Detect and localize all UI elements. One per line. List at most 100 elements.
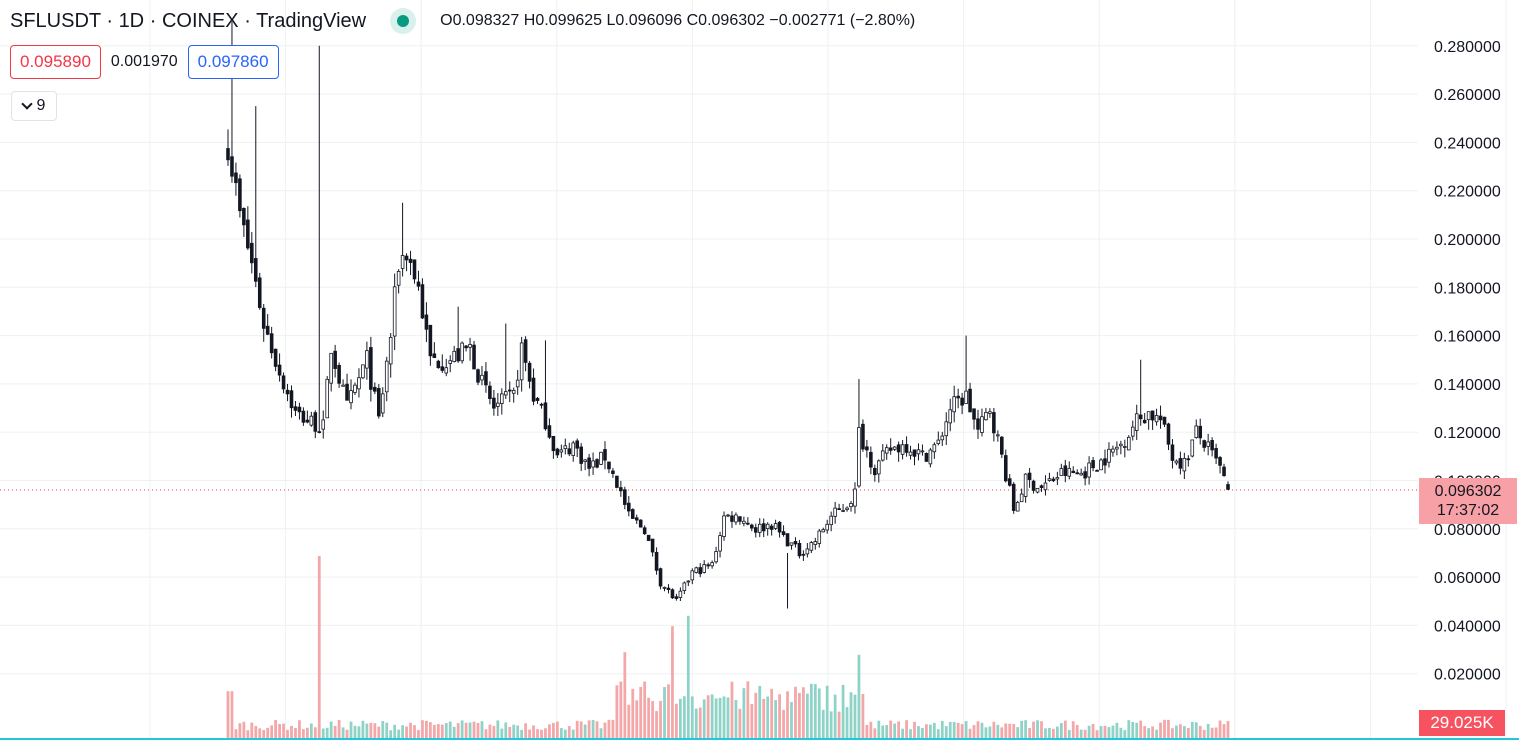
candle — [571, 440, 576, 462]
candle — [1170, 439, 1175, 469]
volume-bar — [925, 724, 928, 738]
candle-body — [940, 435, 945, 441]
candle-body — [1198, 425, 1203, 439]
candle — [718, 531, 722, 558]
candle — [273, 348, 278, 372]
candle — [404, 253, 409, 272]
candle-body — [297, 406, 302, 413]
candle — [1130, 420, 1135, 441]
candle-body — [384, 360, 389, 393]
volume-bar — [1103, 725, 1107, 738]
volume-bar — [313, 727, 317, 738]
symbol-title[interactable]: SFLUSDT · 1D · COINEX · TradingView — [10, 10, 366, 33]
volume-bar — [393, 724, 397, 738]
candle-body — [880, 450, 885, 461]
chart-legend: SFLUSDT · 1D · COINEX · TradingView O0.0… — [10, 8, 915, 34]
candle — [734, 512, 738, 525]
volume-bar — [1000, 727, 1004, 738]
volume-bar — [250, 722, 254, 738]
volume-bar — [798, 693, 801, 738]
candle — [420, 278, 425, 320]
volume-bar — [1163, 719, 1166, 738]
candle-body — [837, 508, 841, 511]
volume-bar — [1052, 728, 1055, 738]
candle — [373, 382, 377, 395]
y-tick-label: 0.180000 — [1434, 280, 1501, 297]
candle — [1178, 451, 1183, 475]
candle-body — [928, 449, 933, 465]
candle-body — [484, 371, 488, 386]
candle-body — [888, 447, 893, 451]
volume-bar — [972, 725, 976, 738]
candle — [591, 452, 595, 475]
candle-body — [984, 412, 988, 421]
candle — [543, 340, 548, 431]
volume-bar — [258, 728, 262, 738]
volume-bar — [762, 698, 766, 738]
volume-bar — [980, 722, 984, 738]
candle — [1218, 455, 1222, 474]
candle — [1138, 359, 1143, 426]
sell-button[interactable]: 0.095890 — [10, 45, 101, 79]
market-status-icon[interactable] — [390, 8, 417, 34]
candle — [1210, 437, 1214, 457]
volume-bar — [738, 708, 742, 738]
candle-body — [1146, 411, 1151, 421]
candle-body — [1031, 480, 1036, 491]
candle — [710, 560, 714, 569]
volume-bar — [821, 709, 825, 738]
candle — [408, 250, 413, 276]
candle — [226, 129, 230, 166]
candle-body — [992, 412, 996, 434]
candle — [297, 402, 302, 420]
volume-bar — [921, 728, 924, 738]
volume-bar — [409, 722, 412, 738]
candle-body — [869, 451, 873, 468]
volume-bar — [1131, 721, 1135, 738]
candle-body — [250, 242, 254, 264]
candle-body — [333, 350, 337, 369]
candle-body — [349, 390, 353, 404]
buy-button[interactable]: 0.097860 — [187, 45, 279, 79]
candle-body — [1075, 472, 1079, 475]
candle-body — [757, 523, 762, 533]
volume-bar — [607, 719, 611, 738]
candle-body — [436, 360, 441, 369]
candle — [627, 496, 631, 517]
candle — [698, 563, 703, 578]
volume-bar — [1067, 729, 1071, 738]
candle — [793, 537, 798, 548]
candle — [448, 355, 453, 373]
candle — [896, 441, 901, 462]
price-axis[interactable]: 0.280000 0.260000 0.240000 0.220000 0.200000… — [1434, 39, 1501, 684]
candle-body — [738, 516, 742, 522]
candle-body — [1123, 446, 1127, 448]
volume-bar — [710, 694, 714, 738]
volume-bar — [567, 726, 571, 738]
volume-bar — [373, 723, 377, 738]
volume-bar — [1048, 727, 1051, 738]
volume-bar — [853, 694, 857, 738]
candle — [257, 272, 262, 310]
candle-body — [377, 388, 381, 417]
candle — [277, 353, 282, 382]
volume-bar — [432, 724, 436, 738]
candle — [829, 511, 833, 532]
candle-body — [956, 395, 960, 399]
candle — [904, 436, 909, 457]
candle — [623, 486, 627, 510]
indicators-toggle-button[interactable]: 9 — [11, 91, 57, 121]
candle-body — [579, 446, 583, 464]
last-price-label: 0.096302 17:37:02 — [1419, 478, 1517, 524]
candle-body — [630, 509, 635, 519]
volume-bar — [571, 729, 575, 738]
volume-bar — [1143, 726, 1147, 738]
volume-bar — [377, 726, 381, 738]
candle-body — [242, 207, 246, 226]
volume-bar — [690, 696, 694, 738]
volume-bar — [357, 726, 361, 738]
candle-body — [817, 530, 822, 544]
candle — [1075, 469, 1079, 475]
volume-bar — [742, 688, 746, 738]
